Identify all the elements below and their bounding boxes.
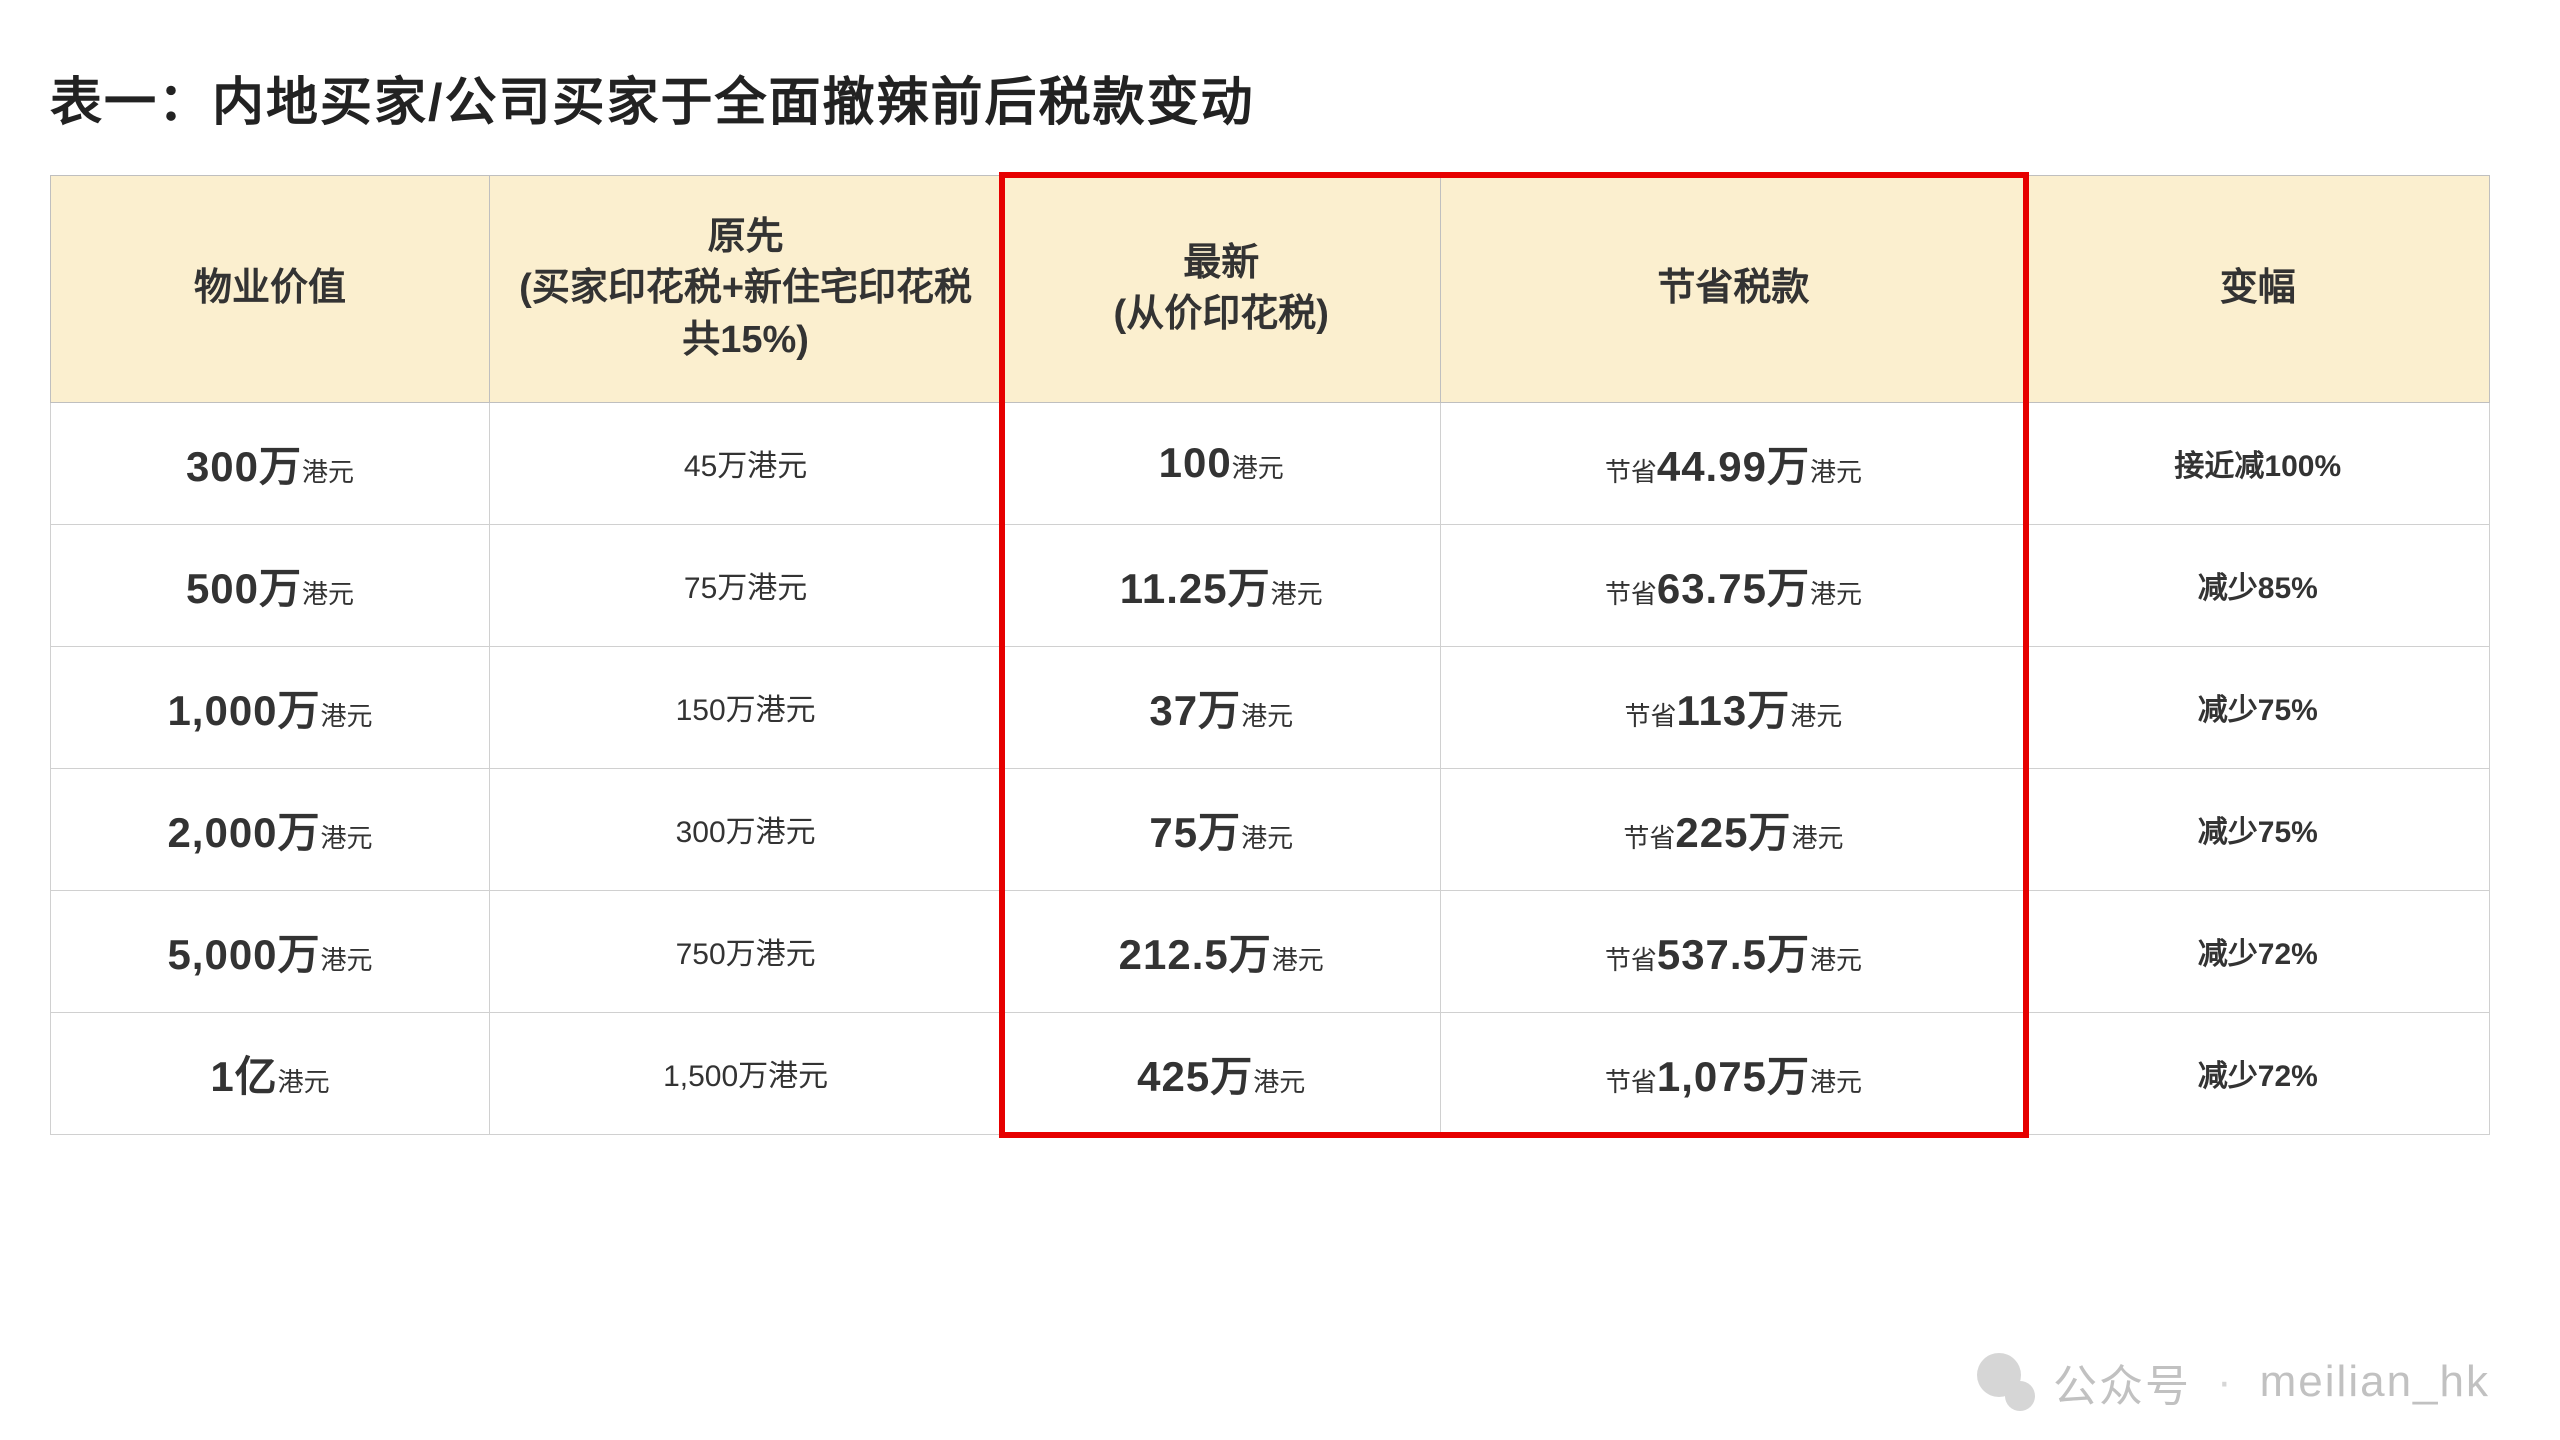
cell-latest: 425万港元 — [1002, 1012, 1441, 1134]
watermark-handle: meilian_hk — [2260, 1357, 2490, 1407]
cell-original: 1,500万港元 — [490, 1012, 1002, 1134]
table-row: 500万港元75万港元11.25万港元节省63.75万港元减少85% — [51, 524, 2490, 646]
col-header-property-value: 物业价值 — [51, 176, 490, 403]
watermark-dot: · — [2217, 1357, 2234, 1407]
cell-saved: 节省44.99万港元 — [1441, 402, 2026, 524]
cell-original: 45万港元 — [490, 402, 1002, 524]
table-row: 1亿港元1,500万港元425万港元节省1,075万港元减少72% — [51, 1012, 2490, 1134]
cell-original: 150万港元 — [490, 646, 1002, 768]
table-row: 1,000万港元150万港元37万港元节省113万港元减少75% — [51, 646, 2490, 768]
cell-change: 减少75% — [2026, 646, 2489, 768]
cell-change: 减少72% — [2026, 1012, 2489, 1134]
watermark-prefix: 公众号 — [2053, 1350, 2191, 1414]
cell-change: 接近减100% — [2026, 402, 2489, 524]
cell-saved: 节省113万港元 — [1441, 646, 2026, 768]
cell-property-value: 5,000万港元 — [51, 890, 490, 1012]
cell-property-value: 300万港元 — [51, 402, 490, 524]
cell-latest: 212.5万港元 — [1002, 890, 1441, 1012]
cell-saved: 节省537.5万港元 — [1441, 890, 2026, 1012]
page-title: 表一：内地买家/公司买家于全面撤辣前后税款变动 — [50, 60, 2510, 135]
watermark: 公众号 · meilian_hk — [1977, 1350, 2490, 1414]
cell-saved: 节省63.75万港元 — [1441, 524, 2026, 646]
cell-change: 减少85% — [2026, 524, 2489, 646]
wechat-icon — [1977, 1353, 2035, 1411]
table-body: 300万港元45万港元100港元节省44.99万港元接近减100%500万港元7… — [51, 402, 2490, 1134]
cell-change: 减少75% — [2026, 768, 2489, 890]
cell-property-value: 1,000万港元 — [51, 646, 490, 768]
cell-latest: 75万港元 — [1002, 768, 1441, 890]
col-header-change: 变幅 — [2026, 176, 2489, 403]
cell-original: 75万港元 — [490, 524, 1002, 646]
cell-property-value: 2,000万港元 — [51, 768, 490, 890]
cell-original: 750万港元 — [490, 890, 1002, 1012]
col-header-latest: 最新 (从价印花税) — [1002, 176, 1441, 403]
cell-change: 减少72% — [2026, 890, 2489, 1012]
col-header-saved: 节省税款 — [1441, 176, 2026, 403]
cell-latest: 11.25万港元 — [1002, 524, 1441, 646]
table-row: 5,000万港元750万港元212.5万港元节省537.5万港元减少72% — [51, 890, 2490, 1012]
cell-property-value: 500万港元 — [51, 524, 490, 646]
table-header-row: 物业价值 原先 (买家印花税+新住宅印花税 共15%) 最新 (从价印花税) 节… — [51, 176, 2490, 403]
cell-latest: 100港元 — [1002, 402, 1441, 524]
tax-change-table: 物业价值 原先 (买家印花税+新住宅印花税 共15%) 最新 (从价印花税) 节… — [50, 175, 2490, 1135]
cell-property-value: 1亿港元 — [51, 1012, 490, 1134]
cell-original: 300万港元 — [490, 768, 1002, 890]
cell-saved: 节省1,075万港元 — [1441, 1012, 2026, 1134]
cell-saved: 节省225万港元 — [1441, 768, 2026, 890]
col-header-original: 原先 (买家印花税+新住宅印花税 共15%) — [490, 176, 1002, 403]
table-row: 300万港元45万港元100港元节省44.99万港元接近减100% — [51, 402, 2490, 524]
table-row: 2,000万港元300万港元75万港元节省225万港元减少75% — [51, 768, 2490, 890]
cell-latest: 37万港元 — [1002, 646, 1441, 768]
tax-table-wrapper: 物业价值 原先 (买家印花税+新住宅印花税 共15%) 最新 (从价印花税) 节… — [50, 175, 2490, 1135]
